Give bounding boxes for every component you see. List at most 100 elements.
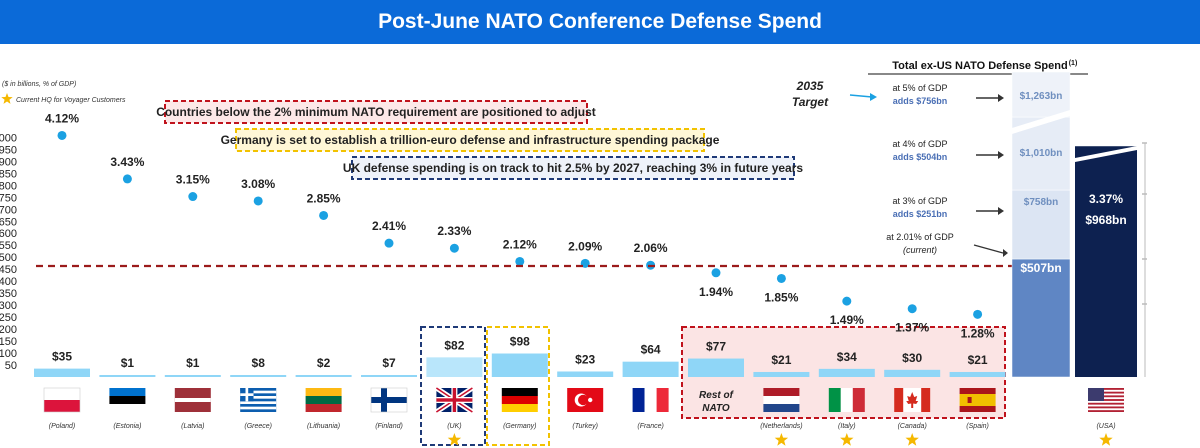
flag-part	[305, 404, 342, 412]
gdp-dot-14	[973, 309, 983, 319]
flag-part	[852, 388, 865, 412]
flag-part	[967, 397, 972, 403]
annotation-text: Countries below the 2% minimum NATO requ…	[156, 105, 596, 119]
bar-1	[99, 375, 156, 377]
flag-part	[921, 388, 931, 412]
y-tick-label: 150	[0, 336, 17, 348]
ex-us-arrow	[973, 244, 1004, 254]
gdp-label: 3.15%	[176, 173, 210, 187]
chart-title: Post-June NATO Conference Defense Spend	[0, 0, 1200, 44]
lithuania-flag	[305, 388, 342, 412]
germany-highlight-box	[486, 326, 550, 446]
country-label: (Italy)	[838, 423, 856, 430]
bar-value-label: $82	[444, 338, 464, 352]
hq-star-icon	[1099, 433, 1113, 446]
usa-flag	[1088, 388, 1124, 412]
ex-us-segment-3	[1011, 71, 1071, 118]
bar-value-label: $98	[510, 335, 530, 349]
country-label: (Estonia)	[113, 423, 141, 430]
flag-part	[894, 388, 904, 412]
ex-us-level-label: at 3% of GDP	[892, 196, 947, 206]
bar-8	[557, 371, 614, 377]
ex-us-header: Total ex-US NATO Defense Spend	[892, 60, 1067, 72]
netherlands-flag	[763, 388, 800, 412]
gdp-dot-12	[842, 296, 852, 306]
flag-part	[501, 396, 538, 404]
ex-us-total-label: $1,263bn	[1020, 91, 1063, 102]
turkey-flag	[567, 388, 604, 412]
y-tick-label: 550	[0, 240, 17, 252]
bar-value-label: $64	[641, 343, 661, 357]
bar-10	[688, 358, 744, 377]
bar-14	[949, 371, 1006, 377]
gdp-label: 1.85%	[764, 290, 798, 304]
poland-flag	[43, 387, 81, 413]
bar-value-label: $77	[706, 340, 726, 354]
usa-gdp-label: 3.37%	[1089, 192, 1123, 206]
ex-us-header-sup: (1)	[1069, 60, 1078, 67]
gdp-dot-5	[384, 238, 394, 248]
flag-part	[174, 398, 211, 402]
flag-part	[763, 388, 800, 396]
y-tick-label: 800	[0, 180, 17, 192]
bar-value-label: $1	[186, 356, 200, 370]
gdp-dot-3	[253, 196, 263, 206]
latvia-flag	[174, 388, 211, 412]
country-label: (Finland)	[375, 423, 403, 430]
gdp-label: 2.85%	[307, 191, 341, 205]
flag-part	[1088, 388, 1104, 401]
flag-part	[109, 404, 146, 412]
ex-us-level-label: at 5% of GDP	[892, 83, 947, 93]
gdp-label: 2.06%	[634, 241, 668, 255]
annotation-text: Germany is set to establish a trillion-e…	[221, 133, 720, 147]
italy-flag	[828, 388, 865, 412]
usa-bar	[1075, 146, 1137, 377]
usa-value-label: $968bn	[1085, 213, 1126, 227]
bar-12	[818, 368, 875, 377]
ex-us-segment-1	[1011, 189, 1071, 260]
y-tick-label: 500	[0, 252, 17, 264]
gdp-label: 1.37%	[895, 321, 929, 335]
y-tick-label: 200	[0, 324, 17, 336]
flag-part	[501, 404, 538, 412]
gdp-label: 3.43%	[110, 155, 144, 169]
y-tick-label: 900	[0, 156, 17, 168]
country-label: (Canada)	[898, 423, 927, 430]
country-label: (Turkey)	[572, 423, 598, 430]
greece-flag	[240, 388, 277, 412]
flag-part	[959, 388, 996, 394]
ex-us-total-label: $758bn	[1024, 197, 1058, 208]
bar-value-label: $23	[575, 352, 595, 366]
gdp-label: 2.33%	[437, 224, 471, 238]
annotation-box	[235, 128, 705, 152]
y-tick-label: 650	[0, 216, 17, 228]
bar-7	[491, 353, 548, 377]
bar-value-label: $8	[252, 356, 266, 370]
gdp-dot-13	[907, 304, 917, 314]
ex-us-arrowhead	[1003, 249, 1008, 257]
gdp-dot-1	[122, 174, 132, 184]
bar-13	[884, 369, 941, 377]
target-year-label: 2035	[796, 79, 824, 93]
bar-value-label: $2	[317, 356, 331, 370]
uk-highlight-box	[420, 326, 486, 446]
bar-5	[361, 375, 417, 377]
gdp-label: 1.28%	[961, 326, 995, 340]
flag-part	[1088, 410, 1124, 412]
y-tick-label: 850	[0, 168, 17, 180]
country-label: (Latvia)	[181, 423, 204, 430]
flag-part	[305, 388, 342, 396]
flag-part	[763, 396, 800, 404]
bar-value-label: $1	[121, 356, 135, 370]
legend-label: Current HQ for Voyager Customers	[16, 97, 126, 104]
hq-star-icon	[774, 433, 789, 446]
flag-part	[109, 388, 146, 396]
bar-value-label: $7	[382, 356, 396, 370]
flag-part	[656, 388, 669, 412]
gdp-label: 2.41%	[372, 219, 406, 233]
rest-of-nato-label: Rest of	[699, 390, 735, 401]
flag-part	[1088, 406, 1124, 409]
estonia-flag	[109, 388, 146, 412]
gdp-label: 4.12%	[45, 111, 79, 125]
country-label: (Netherlands)	[760, 423, 802, 430]
